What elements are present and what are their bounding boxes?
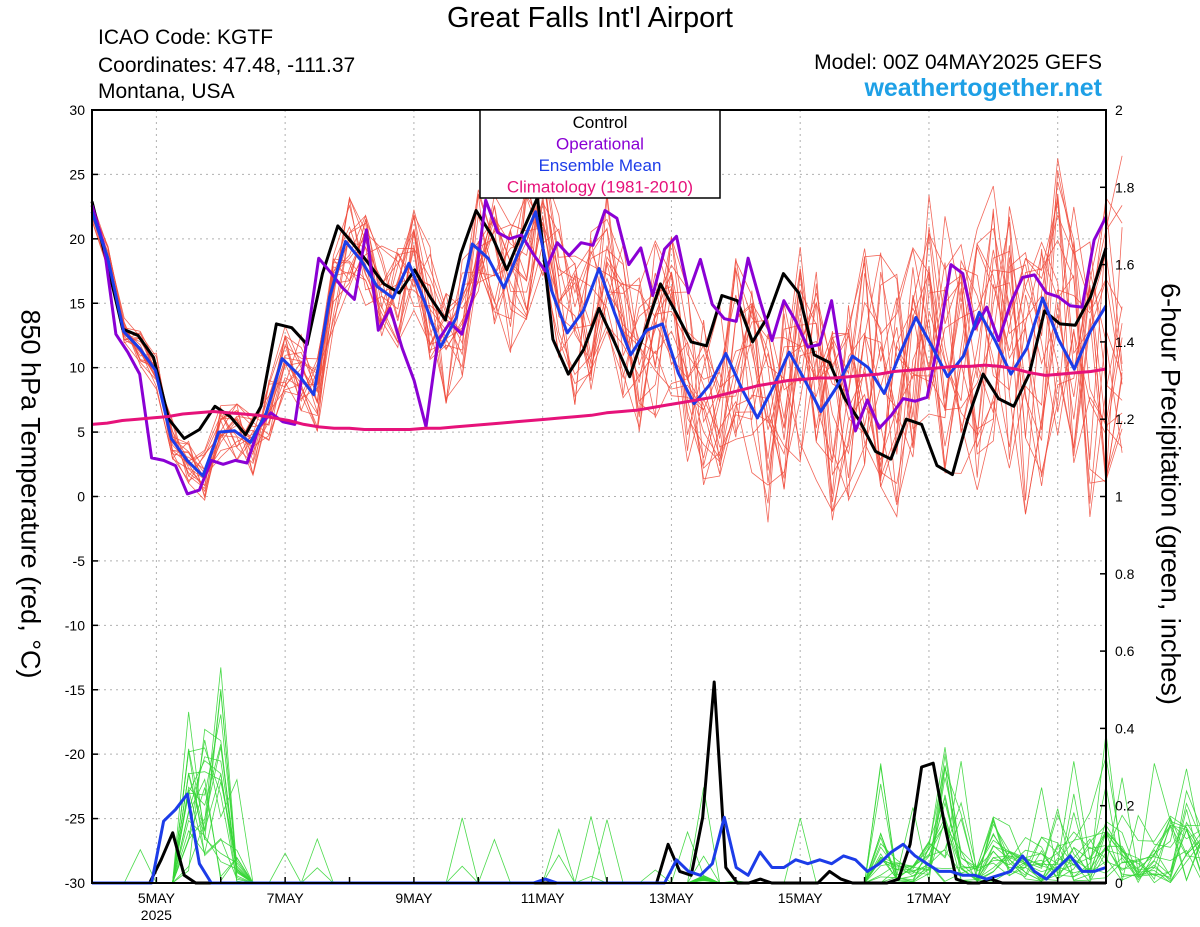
x-tick-label: 19MAY [1035, 890, 1081, 906]
x-tick-label: 11MAY [521, 890, 565, 906]
x-tick-label: 17MAY [907, 890, 953, 906]
temp-control-line [90, 196, 1108, 477]
chart-title: Great Falls Int'l Airport [447, 2, 733, 34]
precip-member-line [92, 691, 1200, 884]
precip-member-line [92, 787, 1200, 884]
left-tick-label: -25 [65, 811, 85, 827]
right-axis-label: 6-hour Precipitation (green, inches) [1155, 283, 1186, 705]
left-tick-label: 10 [69, 360, 85, 376]
left-axis-label: 850 hPa Temperature (red, °C) [15, 309, 46, 679]
precip-member-line [92, 728, 1200, 884]
left-tick-label: -5 [73, 553, 86, 569]
x-tick-label: 15MAY [778, 890, 824, 906]
left-tick-label: 0 [77, 489, 85, 505]
temp-member-line [91, 168, 1123, 515]
right-tick-label: 1 [1115, 489, 1123, 505]
precip-member-line [92, 714, 1200, 884]
right-tick-label: 1.8 [1115, 179, 1135, 195]
x-tick-label: 13MAY [649, 890, 695, 906]
legend-item: Climatology (1981-2010) [507, 178, 693, 197]
precip-member-line [92, 689, 1200, 884]
right-tick-label: 0.4 [1115, 720, 1135, 736]
temp-climatology-1981-2010-line [91, 363, 1107, 431]
precip-member-line [92, 733, 1200, 884]
right-tick-label: 0.2 [1115, 798, 1135, 814]
x-tick-sublabel: 2025 [141, 907, 172, 923]
left-tick-label: -10 [65, 617, 85, 633]
left-tick-label: -20 [65, 746, 85, 762]
right-tick-label: 0 [1115, 875, 1123, 891]
right-tick-label: 1.6 [1115, 257, 1135, 273]
x-tick-label: 9MAY [395, 890, 433, 906]
precip-member-line [92, 774, 1200, 884]
left-tick-label: 5 [77, 424, 85, 440]
x-tick-label: 7MAY [267, 890, 305, 906]
legend-box [479, 109, 721, 199]
precip-member-line [92, 748, 1200, 884]
right-tick-label: 1.2 [1115, 411, 1135, 427]
left-tick-label: -30 [65, 875, 85, 891]
left-tick-label: -15 [65, 682, 85, 698]
model-run: Model: 00Z 04MAY2025 GEFS [814, 51, 1102, 74]
left-tick-label: 15 [69, 295, 85, 311]
temp-member-line [91, 193, 1123, 518]
left-tick-label: 30 [69, 102, 85, 118]
temp-ensemble-mean-line [90, 210, 1108, 478]
x-tick-label: 5MAY [138, 890, 176, 906]
legend: Control Operational Ensemble Mean Climatolo… [479, 109, 721, 199]
temp-member-line [91, 182, 1123, 514]
right-tick-label: 1.4 [1115, 334, 1135, 350]
precip-member-line [92, 768, 1200, 884]
right-tick-label: 0.6 [1115, 643, 1135, 659]
left-tick-label: 25 [69, 166, 85, 182]
precip-member-line [92, 778, 1200, 884]
legend-item: Operational [556, 135, 644, 154]
region: Montana, USA [98, 80, 235, 103]
right-tick-label: 0.8 [1115, 566, 1135, 582]
coordinates: Coordinates: 47.48, -111.37 [98, 54, 356, 77]
icao-code: ICAO Code: KGTF [98, 26, 274, 49]
legend-item: Control [573, 113, 628, 132]
precip-member-line [92, 667, 1200, 884]
legend-item: Ensemble Mean [539, 156, 662, 175]
site-link[interactable]: weathertogether.net [864, 74, 1102, 102]
right-tick-label: 2 [1115, 102, 1123, 118]
left-tick-label: 20 [69, 231, 85, 247]
